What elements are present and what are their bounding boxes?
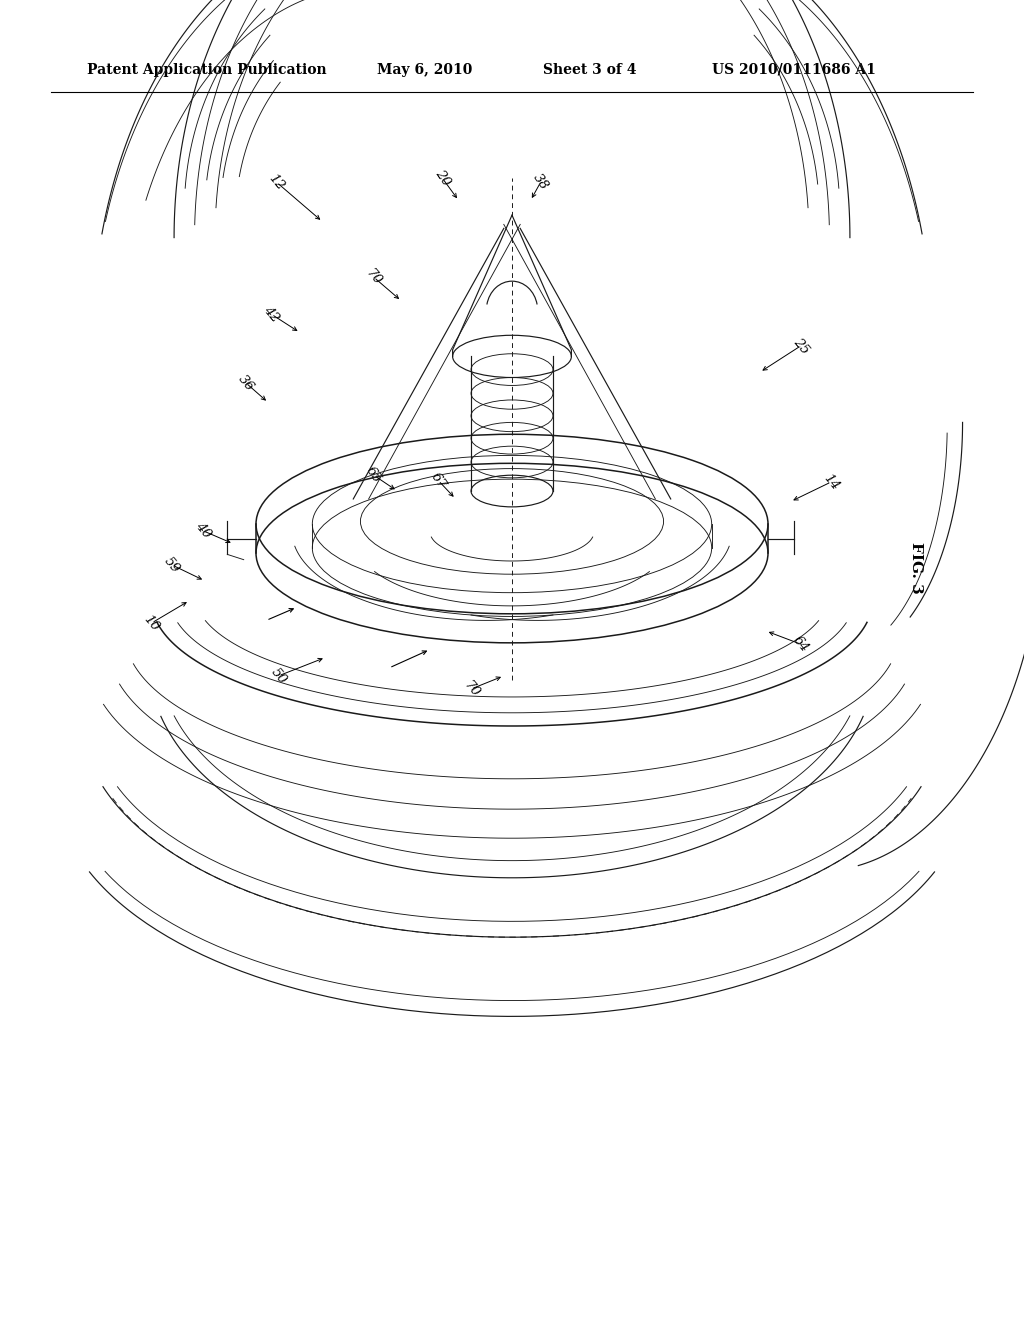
Text: Sheet 3 of 4: Sheet 3 of 4 [543,62,636,77]
Text: US 2010/0111686 A1: US 2010/0111686 A1 [712,62,876,77]
Text: 65: 65 [364,465,384,486]
Text: FIG. 3: FIG. 3 [909,541,924,594]
Text: May 6, 2010: May 6, 2010 [377,62,472,77]
Text: 12: 12 [266,172,287,193]
Text: Patent Application Publication: Patent Application Publication [87,62,327,77]
Text: 59: 59 [162,554,182,576]
Text: 10: 10 [141,612,162,634]
Text: 67: 67 [428,470,449,491]
Text: 36: 36 [236,372,256,393]
Text: 50: 50 [268,665,289,686]
Text: 38: 38 [530,172,551,193]
Text: 42: 42 [261,304,282,325]
Text: 20: 20 [432,168,453,189]
Text: 64: 64 [791,634,811,655]
Text: 25: 25 [791,335,811,356]
Text: 70: 70 [364,267,384,288]
Text: 70: 70 [461,678,481,700]
Text: 14: 14 [821,471,842,492]
Text: 40: 40 [193,520,213,541]
